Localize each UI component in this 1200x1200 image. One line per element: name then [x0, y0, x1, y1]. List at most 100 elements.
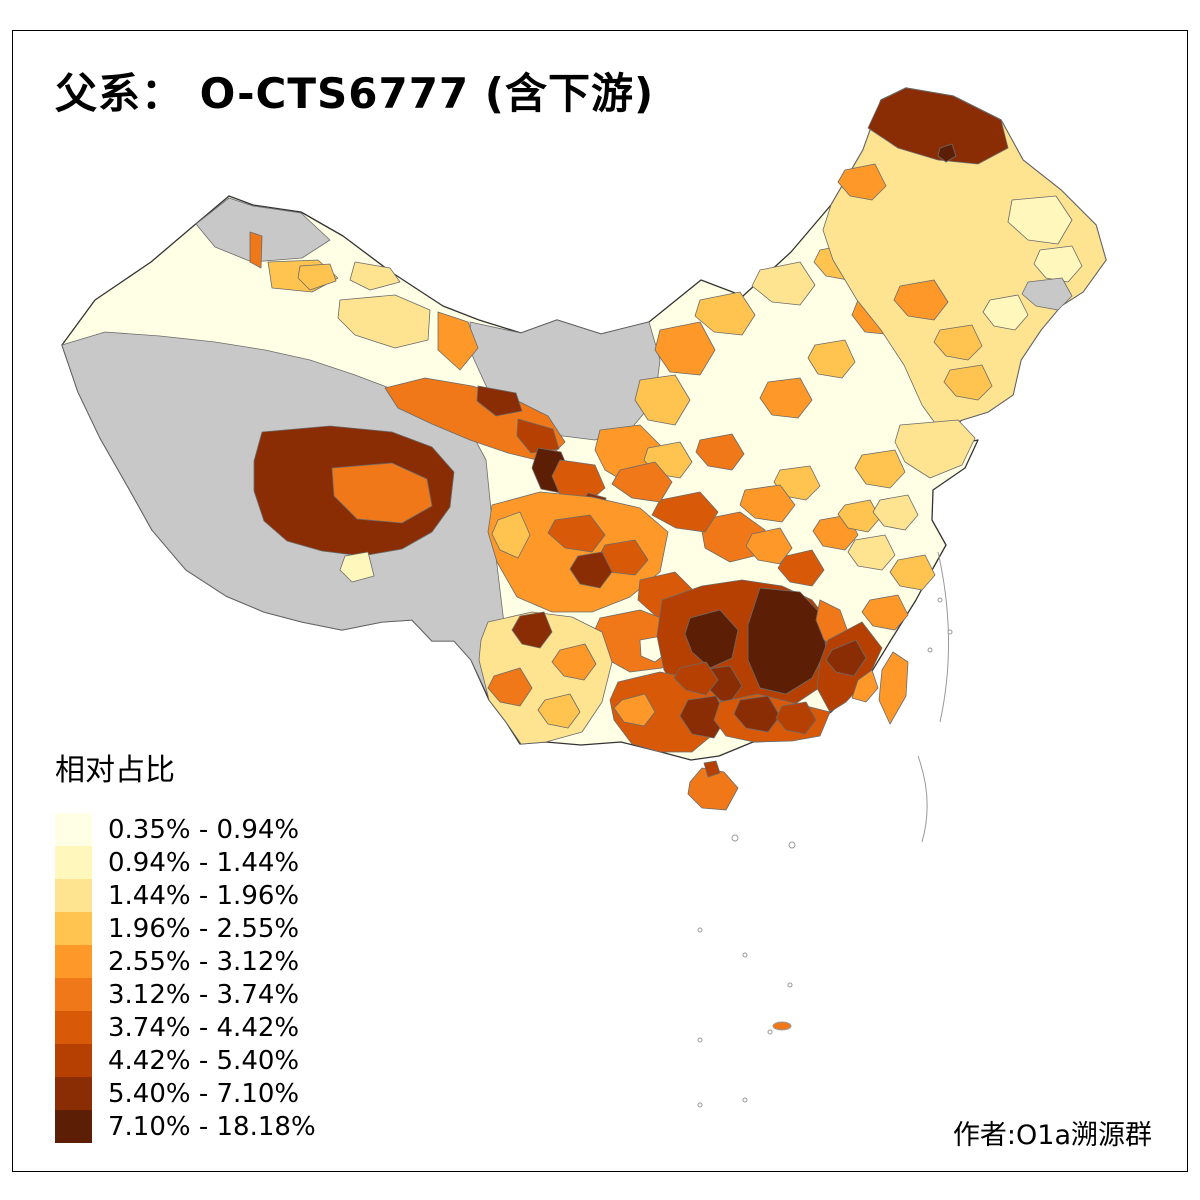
legend-label: 4.42% - 5.40% [108, 1045, 300, 1076]
legend-swatch [55, 1110, 92, 1143]
region-liaoning-1 [933, 324, 983, 361]
region-yunnan-orange-2 [551, 643, 597, 681]
region-shaanxi-c2 [695, 433, 745, 471]
region-gansu-dark-1 [476, 385, 523, 417]
legend-label: 1.96% - 2.55% [108, 913, 300, 944]
region-hubei-s1 [745, 527, 793, 565]
legend-label: 0.35% - 0.94% [108, 814, 300, 845]
legend-label: 2.55% - 3.12% [108, 946, 300, 977]
region-shanxi [759, 377, 813, 419]
region-hami [437, 311, 479, 371]
region-heilongjiang-top-dark [867, 87, 1009, 165]
region-shandong-south [854, 449, 906, 489]
map-regions [61, 87, 1107, 811]
region-sichuan-west [491, 511, 531, 559]
legend-row: 2.55% - 3.12% [55, 945, 316, 978]
islet [927, 647, 933, 653]
legend-row: 0.35% - 0.94% [55, 813, 316, 846]
region-jiangsu-cell [847, 534, 896, 571]
region-nmg-mid-2 [751, 261, 816, 306]
legend-swatch [55, 1077, 92, 1110]
legend-swatch [55, 945, 92, 978]
legend-label: 0.94% - 1.44% [108, 847, 300, 878]
region-ne-cream-3 [982, 294, 1029, 331]
region-hebei-1 [807, 339, 856, 379]
islet [697, 1102, 703, 1108]
legend-swatch [55, 1011, 92, 1044]
islet [788, 841, 796, 849]
region-fujian-dark [825, 639, 867, 677]
region-xinjiang-cell-2 [297, 263, 337, 291]
islet [697, 1037, 703, 1043]
island-chain-arc-1 [937, 551, 949, 723]
legend-swatch [55, 978, 92, 1011]
region-east-cell-1 [872, 494, 919, 531]
legend-row: 5.40% - 7.10% [55, 1077, 316, 1110]
islet [787, 982, 793, 988]
region-guangdong-dark-2 [775, 701, 817, 735]
region-sichuan-o1 [547, 514, 606, 553]
region-yunnan-orange-1 [487, 667, 533, 707]
region-heilongjiang-dot [937, 143, 957, 163]
islet [742, 952, 748, 958]
region-qinghai-cream [339, 551, 375, 583]
legend-label: 3.74% - 4.42% [108, 1012, 300, 1043]
islet [937, 597, 943, 603]
region-neimenggu-cell [654, 321, 716, 376]
region-jilin-cell [893, 279, 949, 321]
region-ne-nodata [1021, 277, 1073, 311]
region-shandong [894, 419, 976, 479]
region-nmg-mid-1 [694, 291, 756, 336]
legend-row: 0.94% - 1.44% [55, 846, 316, 879]
legend-swatch [55, 813, 92, 846]
region-hulunbuir-cell [837, 163, 887, 201]
region-guangxi-light [613, 693, 656, 727]
islet [697, 927, 703, 933]
region-guangdong-dark-1 [733, 695, 781, 733]
legend-row: 1.96% - 2.55% [55, 912, 316, 945]
region-hubei-w2 [739, 484, 796, 523]
region-east-cell-2 [889, 554, 936, 591]
legend-swatch [55, 879, 92, 912]
island-chain-arc-2 [917, 755, 928, 843]
region-xinjiang-cell-3 [349, 261, 401, 291]
region-yunnan-yellow [537, 693, 581, 729]
islet [947, 629, 953, 635]
islet [742, 1097, 748, 1103]
region-sichuan-base [487, 491, 669, 613]
legend-row: 3.12% - 3.74% [55, 978, 316, 1011]
region-anhui-cell [837, 499, 881, 533]
legend: 相对占比 0.35% - 0.94% 0.94% - 1.44% 1.44% -… [55, 745, 316, 1143]
region-fujian-coast [851, 669, 879, 703]
legend-label: 7.10% - 18.18% [108, 1111, 316, 1142]
region-ne-cream-1 [1007, 195, 1073, 245]
legend-row: 1.44% - 1.96% [55, 879, 316, 912]
region-ne-cream-2 [1033, 245, 1083, 283]
region-jiangxi-darkest [747, 587, 827, 695]
region-guangxi-north-dark [673, 661, 719, 696]
region-scs-island [772, 1021, 792, 1031]
region-hubei-w4 [611, 461, 673, 503]
legend-swatch [55, 1044, 92, 1077]
legend-label: 5.40% - 7.10% [108, 1078, 300, 1109]
islet [767, 1029, 773, 1035]
region-shaanxi-north [634, 374, 691, 426]
legend-row: 4.42% - 5.40% [55, 1044, 316, 1077]
region-taiwan [878, 651, 909, 725]
map-title: 父系： O-CTS6777 (含下游) [55, 69, 655, 118]
region-guangxi-dark [679, 695, 727, 739]
minor-islands [697, 551, 953, 1108]
region-zhejiang-cell [861, 594, 909, 631]
legend-swatch [55, 846, 92, 879]
legend-label: 3.12% - 3.74% [108, 979, 300, 1010]
region-henan-cell-1 [773, 465, 821, 501]
author-credit: 作者:O1a溯源群 [952, 1120, 1152, 1151]
region-hainan-dot [703, 760, 721, 778]
legend-title: 相对占比 [55, 753, 175, 788]
region-sichuan-dark [569, 551, 613, 589]
region-xinjiang-sliver [249, 231, 263, 269]
region-north-xinjiang-nodata [195, 197, 331, 263]
region-hubei-w3 [651, 491, 719, 533]
